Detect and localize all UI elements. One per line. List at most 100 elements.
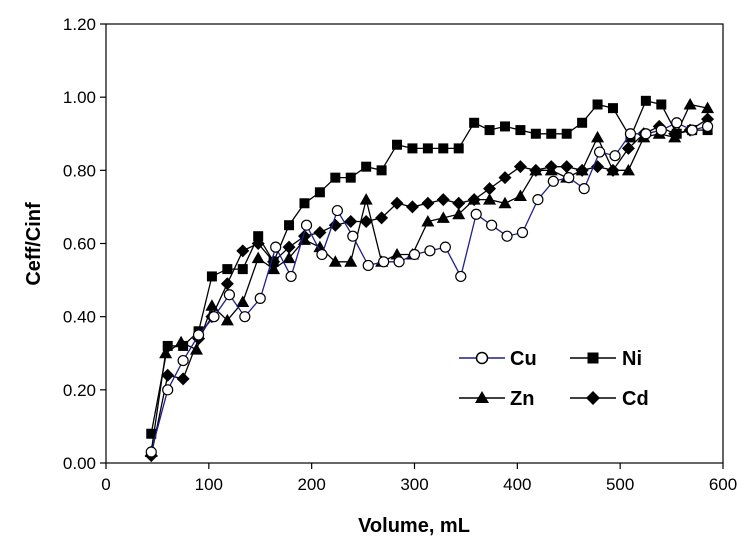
legend: Cu Ni Zn Cd [452,340,702,428]
data-point-ni [407,143,418,154]
data-point-cu [470,208,482,220]
data-point-ni [438,143,449,154]
data-point-cu [223,289,235,301]
data-point-cu [192,329,205,341]
data-point-zn [359,193,373,205]
data-point-cu [285,270,297,283]
x-tick-label: 100 [195,475,223,494]
data-point-zn [344,255,358,267]
data-point-cd [282,240,296,254]
data-point-cd [483,182,497,196]
data-point-cu [208,311,220,323]
data-point-zn [328,255,342,267]
data-point-cd [236,244,250,258]
data-point-cu [254,292,266,304]
data-point-zn [575,163,589,176]
data-point-ni [469,117,480,128]
legend-entry-zn: Zn [459,388,534,410]
legend-marker-cu [475,351,489,365]
data-point-cd [513,160,527,174]
legend-marker-cd [586,391,600,405]
legend-marker-zn [475,391,489,403]
data-point-zn [205,299,219,311]
y-tick-label: 1.20 [63,15,96,34]
data-point-zn [498,196,512,209]
legend-marker-ni [587,352,599,364]
data-point-zn [220,313,234,326]
data-point-cu [671,117,683,129]
y-tick-label: 1.00 [63,88,96,107]
data-point-ni [178,340,189,351]
data-point-zn [267,262,281,275]
data-point-cd [436,193,450,207]
data-point-cu [547,175,559,187]
x-tick-label: 200 [297,475,325,494]
data-point-ni [314,187,325,198]
data-point-ni [268,256,279,267]
data-point-zn [513,189,527,201]
data-point-cu [424,245,436,257]
data-point-zn [159,346,173,359]
data-point-cd [176,372,190,386]
data-point-cu [300,219,313,231]
y-tick-label: 0.00 [63,454,96,473]
data-point-ni [162,340,173,351]
data-point-cd [220,277,234,291]
legend-label-zn: Zn [510,388,534,410]
data-point-cd [344,215,358,229]
data-point-cd [421,196,435,210]
data-point-zn [251,251,265,264]
legend-entry-cd: Cd [570,388,649,410]
x-axis-title: Volume, mL [358,515,470,537]
data-point-cu [393,256,405,268]
data-point-ni [640,95,651,106]
data-point-zn [529,163,543,176]
data-point-zn [621,163,635,176]
x-tick-label: 400 [503,475,531,494]
data-point-zn [701,101,715,114]
data-point-ni [607,103,618,114]
data-point-ni [376,165,387,176]
x-tick-label: 300 [400,475,428,494]
series-ni [146,95,713,439]
data-point-cd [161,368,175,382]
legend-label-cd: Cd [622,388,649,410]
data-point-ni [561,128,572,139]
y-tick-label: 0.20 [63,381,96,400]
data-point-ni [515,125,526,136]
data-point-cd [359,215,373,229]
data-point-cu [270,241,282,253]
data-point-cd [390,196,404,210]
data-point-ni [422,143,433,154]
data-point-ni [206,271,217,282]
data-point-ni [284,220,295,231]
legend-entry-ni: Ni [570,348,642,370]
data-point-ni [592,99,603,110]
data-point-cu [501,230,513,242]
data-point-ni [237,264,248,275]
data-point-cu [316,248,328,261]
data-point-cu [162,384,174,396]
series-layer [144,95,715,463]
legend-box [452,340,702,428]
y-tick-label: 0.80 [63,161,96,180]
data-point-cu [239,311,251,323]
data-point-zn [544,163,558,176]
data-point-ni [530,128,541,139]
data-point-cu [486,219,498,231]
data-point-ni [345,172,356,183]
x-tick-label: 600 [709,475,737,494]
series-cu [145,117,714,458]
data-point-zn [282,251,296,264]
data-point-cu [439,241,451,253]
data-point-cu [378,256,390,268]
data-point-cd [452,196,466,210]
data-point-ni [361,161,372,172]
data-point-ni [453,143,464,154]
data-point-cd [313,226,327,240]
data-point-cu [331,204,343,217]
data-point-cu [362,259,374,272]
data-point-ni [656,99,667,110]
data-point-cu [593,146,606,158]
